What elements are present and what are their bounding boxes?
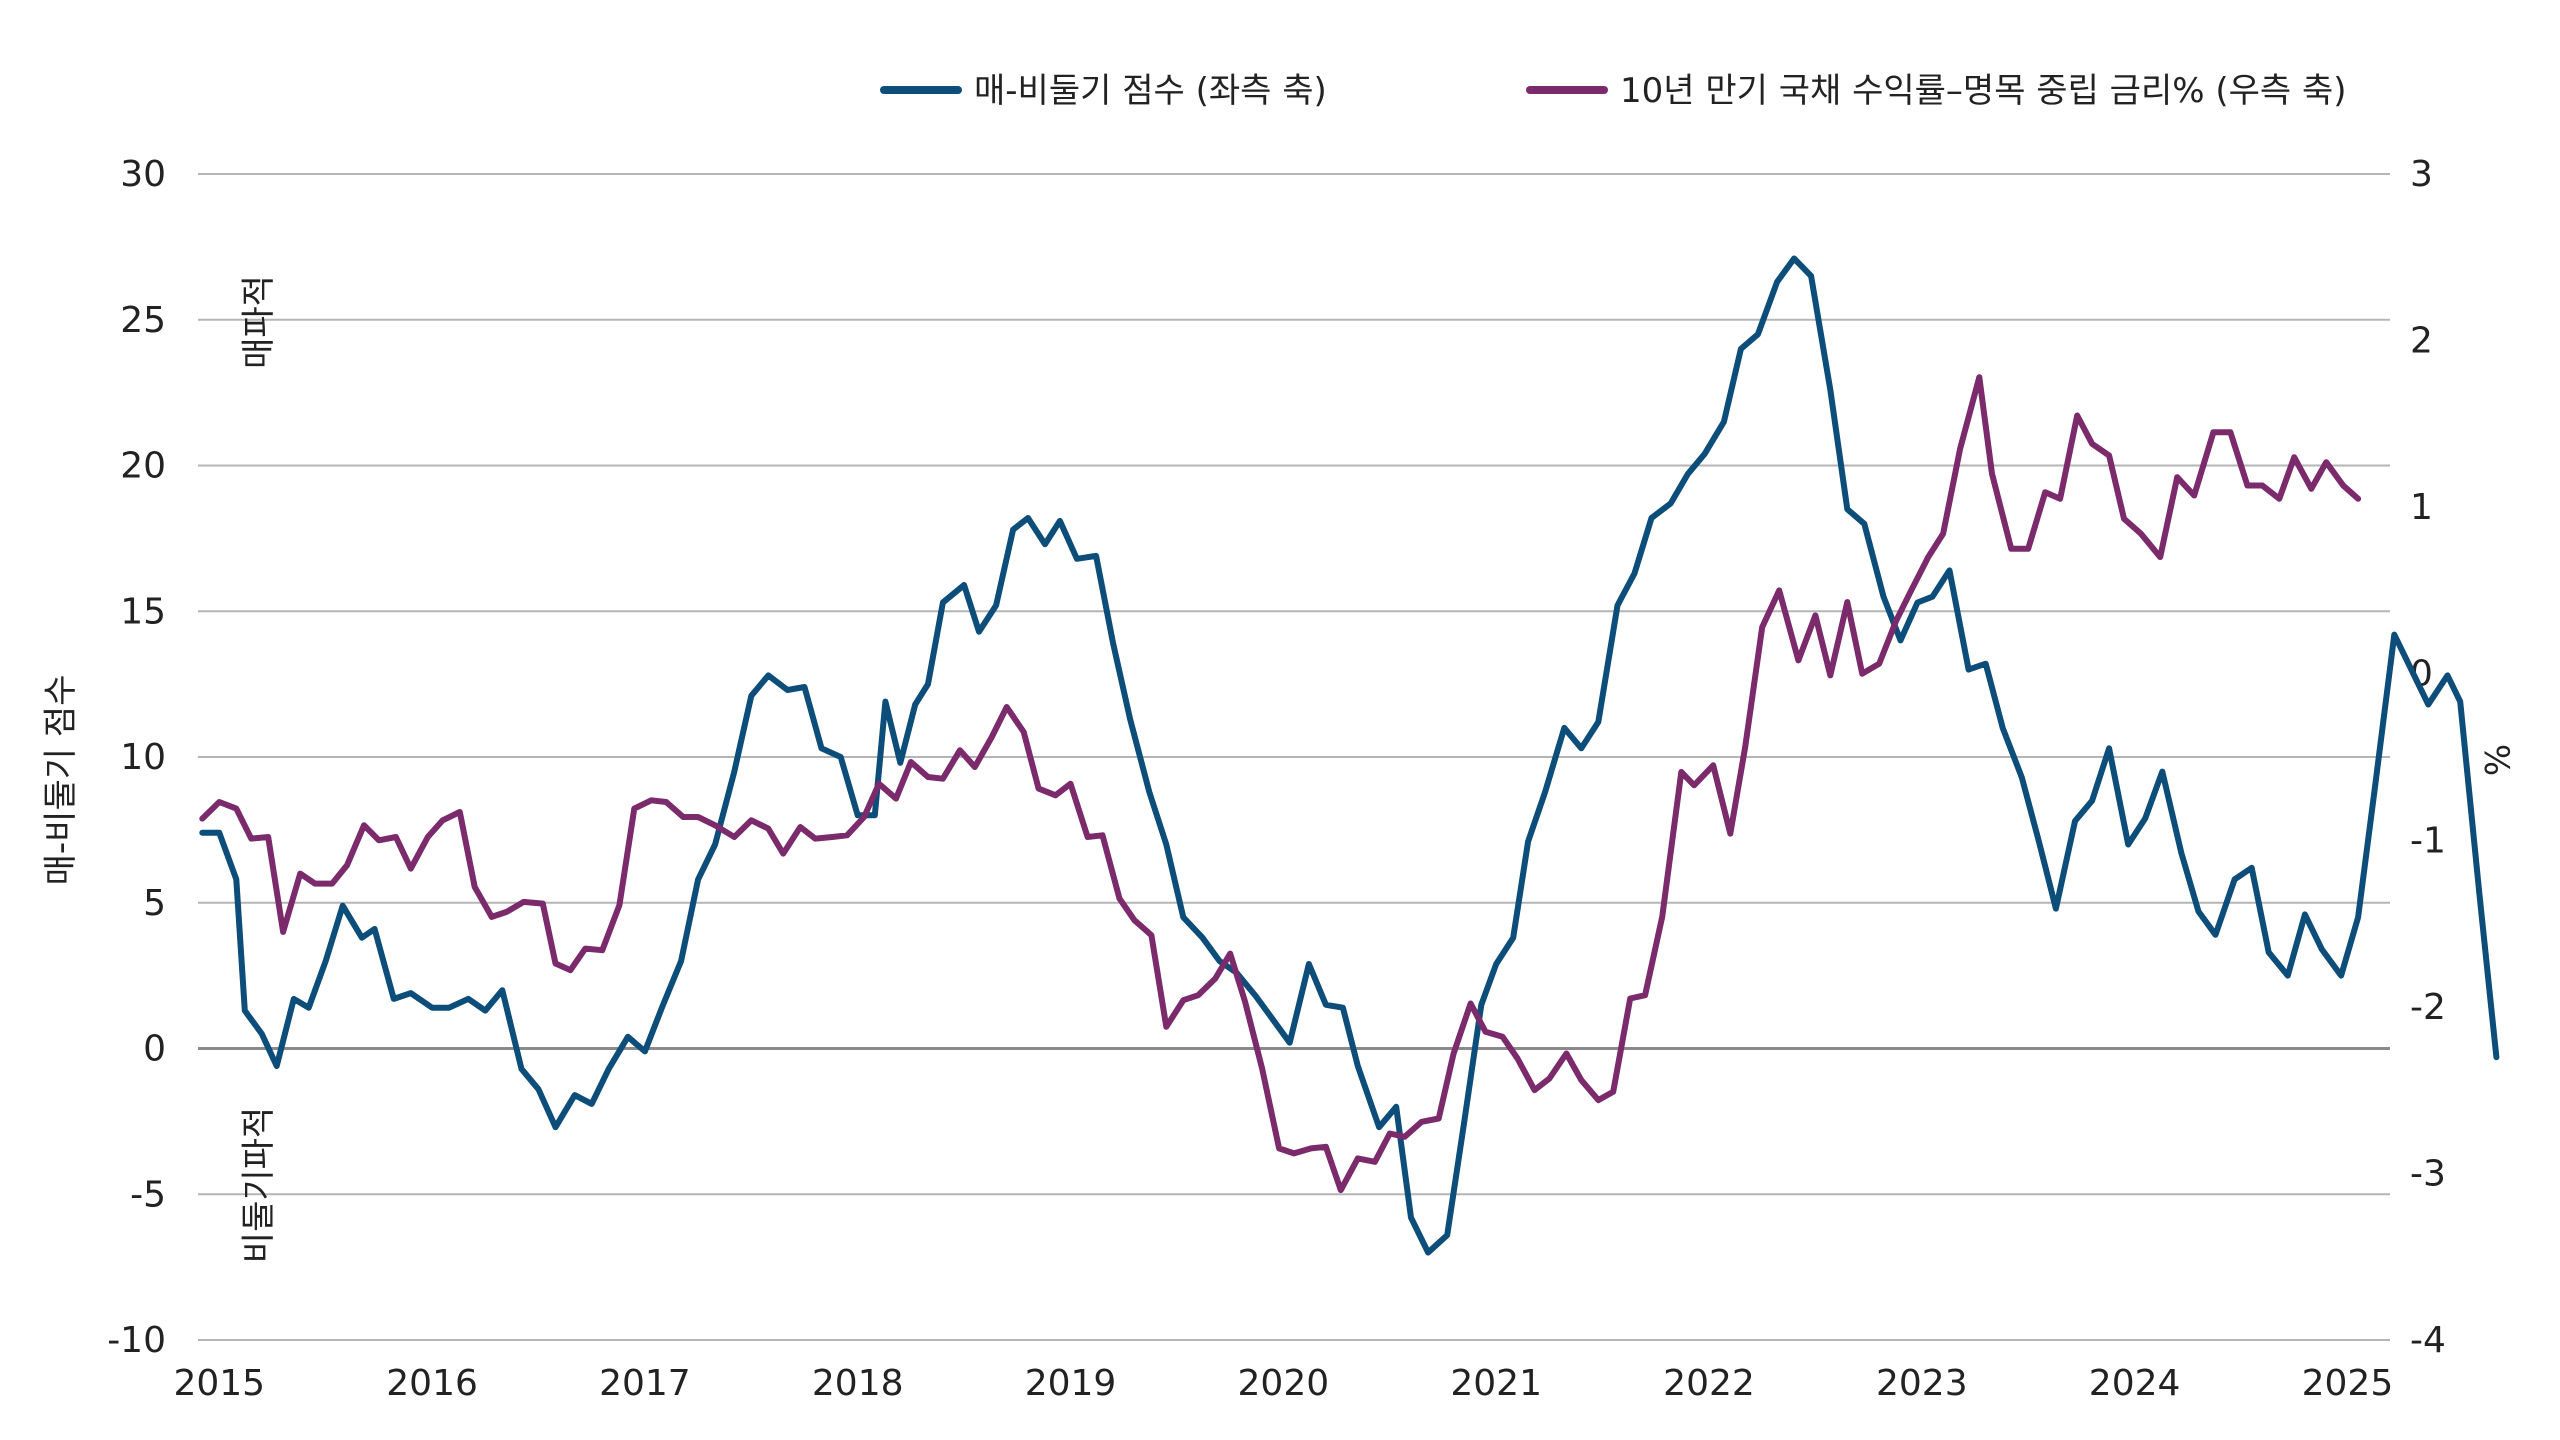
right-axis-tick-label: -2 bbox=[2410, 987, 2446, 1028]
right-axis-tick-label: 2 bbox=[2410, 321, 2433, 362]
x-axis-tick-label: 2025 bbox=[2302, 1363, 2394, 1404]
hawk-dove-score-line bbox=[199, 255, 2500, 1256]
left-axis-tick-label: 20 bbox=[120, 446, 166, 487]
legend: 매-비둘기 점수 (좌측 축) 10년 만기 국채 수익률–명목 중립 금리% … bbox=[880, 71, 2347, 111]
left-axis-tick-label: 25 bbox=[120, 300, 166, 341]
gridlines bbox=[198, 173, 2390, 1341]
x-axis-tick-label: 2019 bbox=[1025, 1363, 1117, 1404]
hawkish-annotation: 매파적 bbox=[239, 275, 279, 369]
x-axis-tick-label: 2021 bbox=[1450, 1363, 1542, 1404]
right-axis-tick-label: -1 bbox=[2410, 820, 2446, 861]
x-axis-tick-labels: 2015 2016 2017 2018 2019 2020 2021 2022 2023 2024… bbox=[173, 1363, 2393, 1404]
right-axis-title: % bbox=[2476, 744, 2516, 776]
x-axis-tick-label: 2017 bbox=[599, 1363, 691, 1404]
legend-label-score: 매-비둘기 점수 (좌측 축) bbox=[974, 71, 1327, 111]
x-axis-tick-label: 2015 bbox=[173, 1363, 265, 1404]
left-axis-tick-labels: -10 -5 0 5 10 15 20 25 30 bbox=[107, 154, 166, 1361]
x-axis-tick-label: 2023 bbox=[1876, 1363, 1968, 1404]
x-axis-tick-label: 2016 bbox=[386, 1363, 478, 1404]
right-axis-tick-label: -4 bbox=[2410, 1320, 2446, 1361]
left-axis-tick-label: -10 bbox=[107, 1320, 166, 1361]
legend-label-yield: 10년 만기 국채 수익률–명목 중립 금리% (우측 축) bbox=[1620, 71, 2347, 111]
left-axis-tick-label: 0 bbox=[143, 1029, 166, 1070]
left-axis-tick-label: 10 bbox=[120, 737, 166, 778]
yield-minus-neutral-rate-line bbox=[199, 374, 2362, 1194]
x-axis-tick-label: 2022 bbox=[1663, 1363, 1755, 1404]
left-axis-tick-label: 30 bbox=[120, 154, 166, 195]
x-axis-tick-label: 2020 bbox=[1238, 1363, 1330, 1404]
left-axis-title: 매-비둘기 점수 bbox=[41, 675, 81, 886]
left-axis-tick-label: 5 bbox=[143, 883, 166, 924]
dovish-annotation: 비둘기파적 bbox=[239, 1107, 279, 1263]
x-axis-tick-label: 2024 bbox=[2089, 1363, 2181, 1404]
left-axis-tick-label: 15 bbox=[120, 591, 166, 632]
right-axis-tick-label: 3 bbox=[2410, 154, 2433, 195]
series-lines bbox=[199, 255, 2500, 1256]
right-axis-tick-label: -3 bbox=[2410, 1153, 2446, 1194]
right-axis-tick-label: 1 bbox=[2410, 487, 2433, 528]
left-axis-tick-label: -5 bbox=[130, 1174, 166, 1215]
x-axis-tick-label: 2018 bbox=[812, 1363, 904, 1404]
